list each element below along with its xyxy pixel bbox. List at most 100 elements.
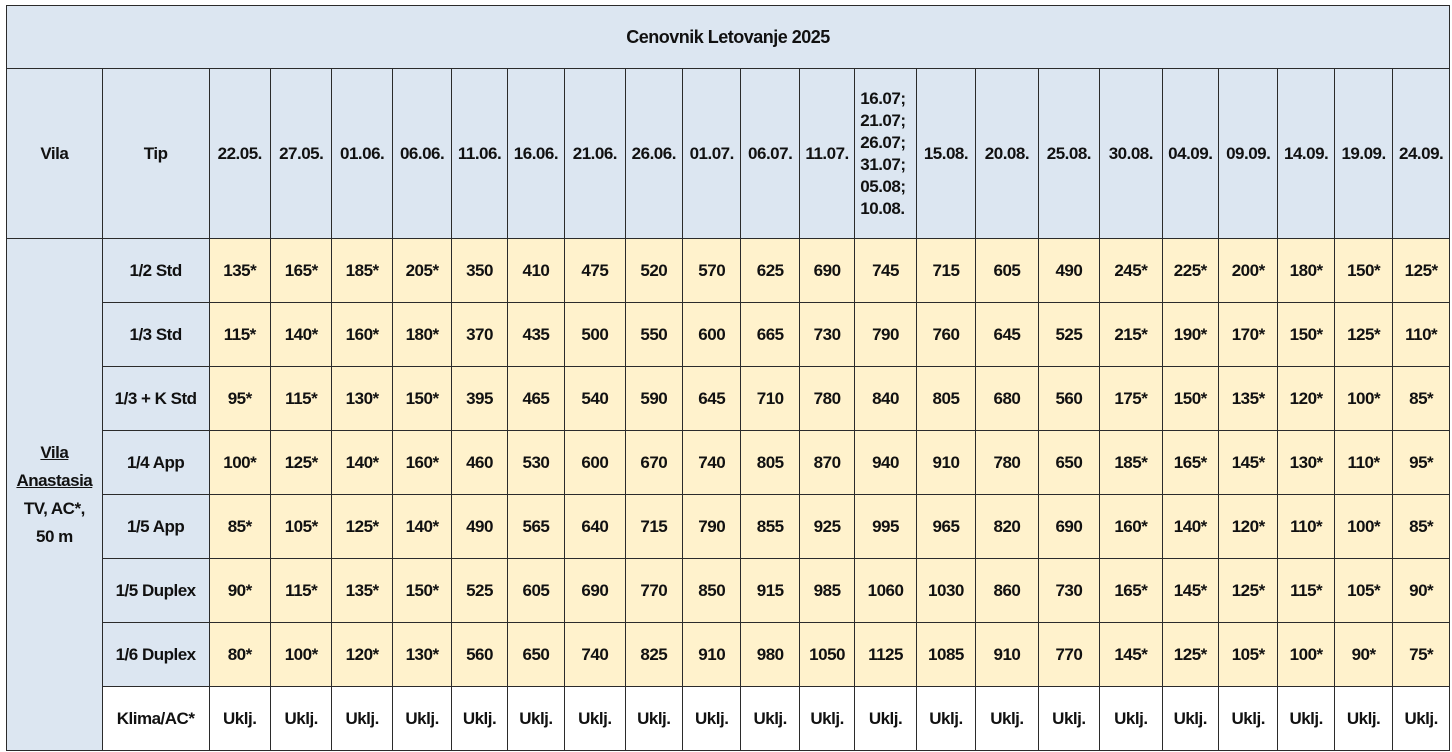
price-cell: 370	[451, 302, 508, 367]
price-cell: 80*	[208, 622, 271, 687]
table-row: 1/3 + K Std 95* 115* 130* 150* 395 465 540 590 64…	[7, 366, 1450, 431]
price-list: Cenovnik Letovanje 2025 Vila Tip 22.05. 27.0…	[6, 5, 1450, 751]
table-row: 1/5 Duplex 90* 115* 135* 150* 525 605 690 770 850…	[7, 558, 1450, 623]
price-cell: 125*	[269, 430, 333, 495]
price-cell: 115*	[269, 366, 333, 431]
price-cell: 200*	[1217, 238, 1279, 303]
ac-cell: Uklj.	[208, 686, 271, 751]
header-date: 30.08.	[1099, 68, 1163, 239]
price-cell: 910	[915, 430, 977, 495]
room-type: 1/5 Duplex	[101, 558, 210, 623]
price-cell: 590	[624, 366, 684, 431]
price-cell: 680	[975, 366, 1039, 431]
header-date: 20.08.	[975, 68, 1039, 239]
header-date: 11.06.	[451, 68, 508, 239]
price-cell: 805	[740, 430, 800, 495]
room-type: 1/3 + K Std	[101, 366, 210, 431]
price-cell: 715	[915, 238, 977, 303]
price-cell: 840	[854, 366, 917, 431]
price-cell: 140*	[1161, 494, 1220, 559]
price-cell: 650	[1037, 430, 1101, 495]
price-cell: 985	[798, 558, 856, 623]
price-cell: 1085	[915, 622, 977, 687]
price-cell: 710	[740, 366, 800, 431]
room-type: 1/6 Duplex	[101, 622, 210, 687]
header-date: 24.09.	[1392, 68, 1450, 239]
room-type: 1/5 App	[101, 494, 210, 559]
vila-distance: 50 m	[35, 526, 73, 546]
vila-name-line: Vila	[40, 442, 69, 462]
price-cell: 110*	[1333, 430, 1394, 495]
price-cell: 600	[682, 302, 742, 367]
header-date-line: 26.07;	[860, 132, 906, 152]
header-date-line: 16.07;	[860, 88, 906, 108]
ac-cell: Uklj.	[798, 686, 856, 751]
price-cell: 520	[624, 238, 684, 303]
ac-cell: Uklj.	[975, 686, 1039, 751]
price-cell: 600	[564, 430, 626, 495]
price-cell: 185*	[1099, 430, 1163, 495]
header-date: 26.06.	[624, 68, 684, 239]
price-cell: 770	[624, 558, 684, 623]
header-date: 16.06.	[506, 68, 566, 239]
price-cell: 605	[506, 558, 566, 623]
price-cell: 490	[451, 494, 508, 559]
price-cell: 640	[564, 494, 626, 559]
price-cell: 760	[915, 302, 977, 367]
ac-cell: Uklj.	[915, 686, 977, 751]
price-cell: 100*	[1333, 494, 1394, 559]
price-cell: 135*	[331, 558, 393, 623]
header-date: 14.09.	[1277, 68, 1335, 239]
table-row: 1/5 App 85* 105* 125* 140* 490 565 640 715 790 855…	[7, 494, 1450, 559]
price-cell: 100*	[1277, 622, 1335, 687]
header-vila: Vila	[6, 68, 103, 239]
price-cell: 925	[798, 494, 856, 559]
price-cell: 550	[624, 302, 684, 367]
price-cell: 570	[682, 238, 742, 303]
price-cell: 85*	[1392, 366, 1450, 431]
price-cell: 435	[506, 302, 566, 367]
ac-cell: Uklj.	[451, 686, 508, 751]
price-cell: 120*	[1277, 366, 1335, 431]
ac-row: Klima/AC* Uklj. Uklj. Uklj. Uklj. Uklj. Uklj. U…	[7, 686, 1450, 751]
price-cell: 215*	[1099, 302, 1163, 367]
price-cell: 645	[975, 302, 1039, 367]
ac-label: Klima/AC*	[101, 686, 210, 751]
price-cell: 740	[564, 622, 626, 687]
header-date-line: 10.08.	[860, 198, 905, 218]
price-cell: 715	[624, 494, 684, 559]
price-cell: 150*	[391, 558, 453, 623]
price-cell: 160*	[391, 430, 453, 495]
price-cell: 745	[854, 238, 917, 303]
price-cell: 95*	[1392, 430, 1450, 495]
price-cell: 690	[564, 558, 626, 623]
room-type: 1/2 Std	[101, 238, 210, 303]
price-cell: 100*	[269, 622, 333, 687]
price-cell: 125*	[1217, 558, 1279, 623]
price-cell: 690	[798, 238, 856, 303]
price-cell: 825	[624, 622, 684, 687]
price-cell: 460	[451, 430, 508, 495]
price-cell: 135*	[1217, 366, 1279, 431]
price-cell: 135*	[208, 238, 271, 303]
price-cell: 160*	[1099, 494, 1163, 559]
price-cell: 100*	[208, 430, 271, 495]
price-cell: 860	[975, 558, 1039, 623]
price-cell: 105*	[1217, 622, 1279, 687]
ac-cell: Uklj.	[391, 686, 453, 751]
price-cell: 490	[1037, 238, 1101, 303]
ac-cell: Uklj.	[1333, 686, 1394, 751]
price-cell: 140*	[331, 430, 393, 495]
ac-cell: Uklj.	[682, 686, 742, 751]
header-date: 15.08.	[915, 68, 977, 239]
price-cell: 805	[915, 366, 977, 431]
price-cell: 790	[682, 494, 742, 559]
ac-cell: Uklj.	[1099, 686, 1163, 751]
header-date: 01.06.	[331, 68, 393, 239]
ac-cell: Uklj.	[564, 686, 626, 751]
price-cell: 525	[451, 558, 508, 623]
price-cell: 150*	[1161, 366, 1220, 431]
price-cell: 190*	[1161, 302, 1220, 367]
vila-cell: Vila Anastasia TV, AC*, 50 m	[6, 238, 103, 751]
price-cell: 780	[975, 430, 1039, 495]
